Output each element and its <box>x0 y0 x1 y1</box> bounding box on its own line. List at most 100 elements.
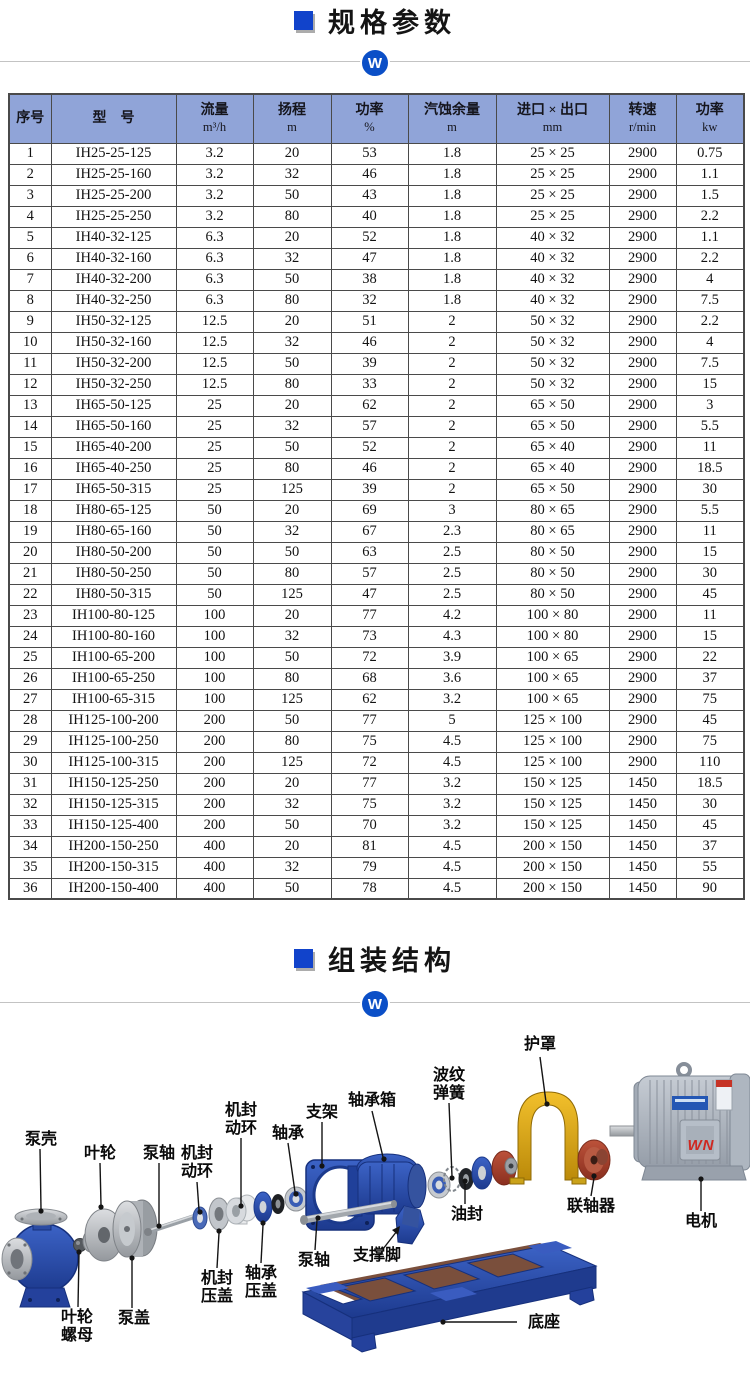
table-cell: 65 × 50 <box>495 478 610 501</box>
table-cell: 2.5 <box>407 583 497 606</box>
table-cell: 50 <box>252 184 332 207</box>
col-header-ports: 进口 × 出口 mm <box>495 93 610 144</box>
table-cell: IH100-80-160 <box>50 625 177 648</box>
table-cell: 100 × 80 <box>495 604 610 627</box>
table-cell: 2900 <box>608 667 677 690</box>
table-cell: 3.2 <box>175 163 254 186</box>
table-cell: 15 <box>675 541 745 564</box>
divider: W <box>0 989 750 1019</box>
table-cell: IH50-32-160 <box>50 331 177 354</box>
table-cell: 100 <box>175 646 254 669</box>
col-header-speed: 转速 r/min <box>608 93 677 144</box>
table-cell: 12.5 <box>175 352 254 375</box>
table-cell: 2900 <box>608 499 677 522</box>
table-row: 34 IH200-150-250 400 20 81 4.5 200 × 150 1450 37 <box>8 835 745 858</box>
table-cell: 20 <box>252 226 332 249</box>
table-cell: 62 <box>330 394 409 417</box>
table-cell: 3 <box>675 394 745 417</box>
table-cell: 200 <box>175 772 254 795</box>
table-cell: IH150-125-315 <box>50 793 177 816</box>
table-cell: IH65-50-315 <box>50 478 177 501</box>
table-cell: 32 <box>252 520 332 543</box>
table-cell: 29 <box>8 730 52 753</box>
table-cell: 4.5 <box>407 751 497 774</box>
assembly-section-header: 组装结构 <box>0 939 750 978</box>
table-cell: 79 <box>330 856 409 879</box>
table-cell: 2900 <box>608 541 677 564</box>
col-header-flow: 流量 m³/h <box>175 93 254 144</box>
table-cell: 3.6 <box>407 667 497 690</box>
table-cell: 47 <box>330 247 409 270</box>
part-label-pump-casing: 泵壳 <box>24 1131 57 1148</box>
part-label-wave-spring: 波纹 弹簧 <box>432 1067 465 1103</box>
table-cell: 63 <box>330 541 409 564</box>
table-cell: IH80-50-250 <box>50 562 177 585</box>
table-cell: 200 <box>175 793 254 816</box>
table-cell: 2 <box>407 415 497 438</box>
table-cell: 46 <box>330 163 409 186</box>
table-cell: 2 <box>407 331 497 354</box>
table-row: 19 IH80-65-160 50 32 67 2.3 80 × 65 2900 11 <box>8 520 745 543</box>
part-label-mech-seal-ring-2: 机封 动环 <box>224 1102 257 1138</box>
table-cell: 52 <box>330 436 409 459</box>
table-cell: 200 <box>175 709 254 732</box>
table-cell: IH100-65-250 <box>50 667 177 690</box>
col-header-model: 型 号 <box>50 93 177 144</box>
part-label-mech-seal-ring-1: 机封 动环 <box>180 1145 213 1181</box>
table-cell: 6 <box>8 247 52 270</box>
part-label-coupling: 联轴器 <box>566 1198 615 1215</box>
table-cell: 100 <box>175 604 254 627</box>
table-cell: IH80-50-200 <box>50 541 177 564</box>
table-cell: 4.5 <box>407 835 497 858</box>
table-cell: 12.5 <box>175 373 254 396</box>
table-cell: 50 <box>175 562 254 585</box>
table-cell: 2 <box>407 478 497 501</box>
table-cell: 40 × 32 <box>495 268 610 291</box>
table-cell: 23 <box>8 604 52 627</box>
part-label-mech-seal-gland: 机封 压盖 <box>200 1270 233 1306</box>
table-cell: 45 <box>675 583 745 606</box>
table-cell: 200 × 150 <box>495 835 610 858</box>
assembly-section-title: 组装结构 <box>328 946 456 976</box>
table-cell: 80 <box>252 730 332 753</box>
support-foot-part <box>395 1205 425 1245</box>
table-cell: 2900 <box>608 562 677 585</box>
table-cell: 20 <box>252 835 332 858</box>
table-body: 1 IH25-25-125 3.2 20 53 1.8 25 × 25 2900 0.75 2 IH… <box>8 142 745 900</box>
table-cell: 69 <box>330 499 409 522</box>
table-cell: 22 <box>8 583 52 606</box>
assembly-diagram: WN 泵壳 叶轮 泵轴 机封 动环 机封 动环 轴承 支架 轴承箱 波纹 弹簧 … <box>0 1030 750 1379</box>
bearing-gland-part <box>253 1191 273 1223</box>
table-cell: 28 <box>8 709 52 732</box>
table-cell: 70 <box>330 814 409 837</box>
part-label-bearing-housing: 轴承箱 <box>347 1092 396 1109</box>
table-cell: 15 <box>675 373 745 396</box>
table-cell: 100 <box>175 688 254 711</box>
specs-section-title: 规格参数 <box>328 8 456 38</box>
table-cell: 2900 <box>608 709 677 732</box>
table-row: 24 IH100-80-160 100 32 73 4.3 100 × 80 2900 15 <box>8 625 745 648</box>
table-cell: 1 <box>8 142 52 165</box>
table-cell: 125 <box>252 688 332 711</box>
bearing-cap-part <box>471 1156 493 1190</box>
table-cell: 2900 <box>608 247 677 270</box>
table-cell: IH65-40-200 <box>50 436 177 459</box>
table-cell: 200 <box>175 730 254 753</box>
table-cell: IH150-125-250 <box>50 772 177 795</box>
table-cell: 2 <box>407 436 497 459</box>
table-cell: 1.8 <box>407 205 497 228</box>
table-cell: IH125-100-315 <box>50 751 177 774</box>
table-cell: 110 <box>675 751 745 774</box>
table-row: 1 IH25-25-125 3.2 20 53 1.8 25 × 25 2900 0.75 <box>8 142 745 165</box>
table-cell: 1.1 <box>675 163 745 186</box>
table-header-row: 序号 型 号 流量 m³/h 扬程 m 功率% 汽蚀余量 m 进口 × 出口 mm 转速… <box>8 93 745 144</box>
table-cell: 25 <box>175 478 254 501</box>
table-cell: 47 <box>330 583 409 606</box>
table-cell: 7 <box>8 268 52 291</box>
table-cell: 18 <box>8 499 52 522</box>
table-row: 17 IH65-50-315 25 125 39 2 65 × 50 2900 30 <box>8 478 745 501</box>
table-cell: 72 <box>330 751 409 774</box>
table-cell: 77 <box>330 709 409 732</box>
table-cell: IH150-125-400 <box>50 814 177 837</box>
table-cell: IH200-150-315 <box>50 856 177 879</box>
